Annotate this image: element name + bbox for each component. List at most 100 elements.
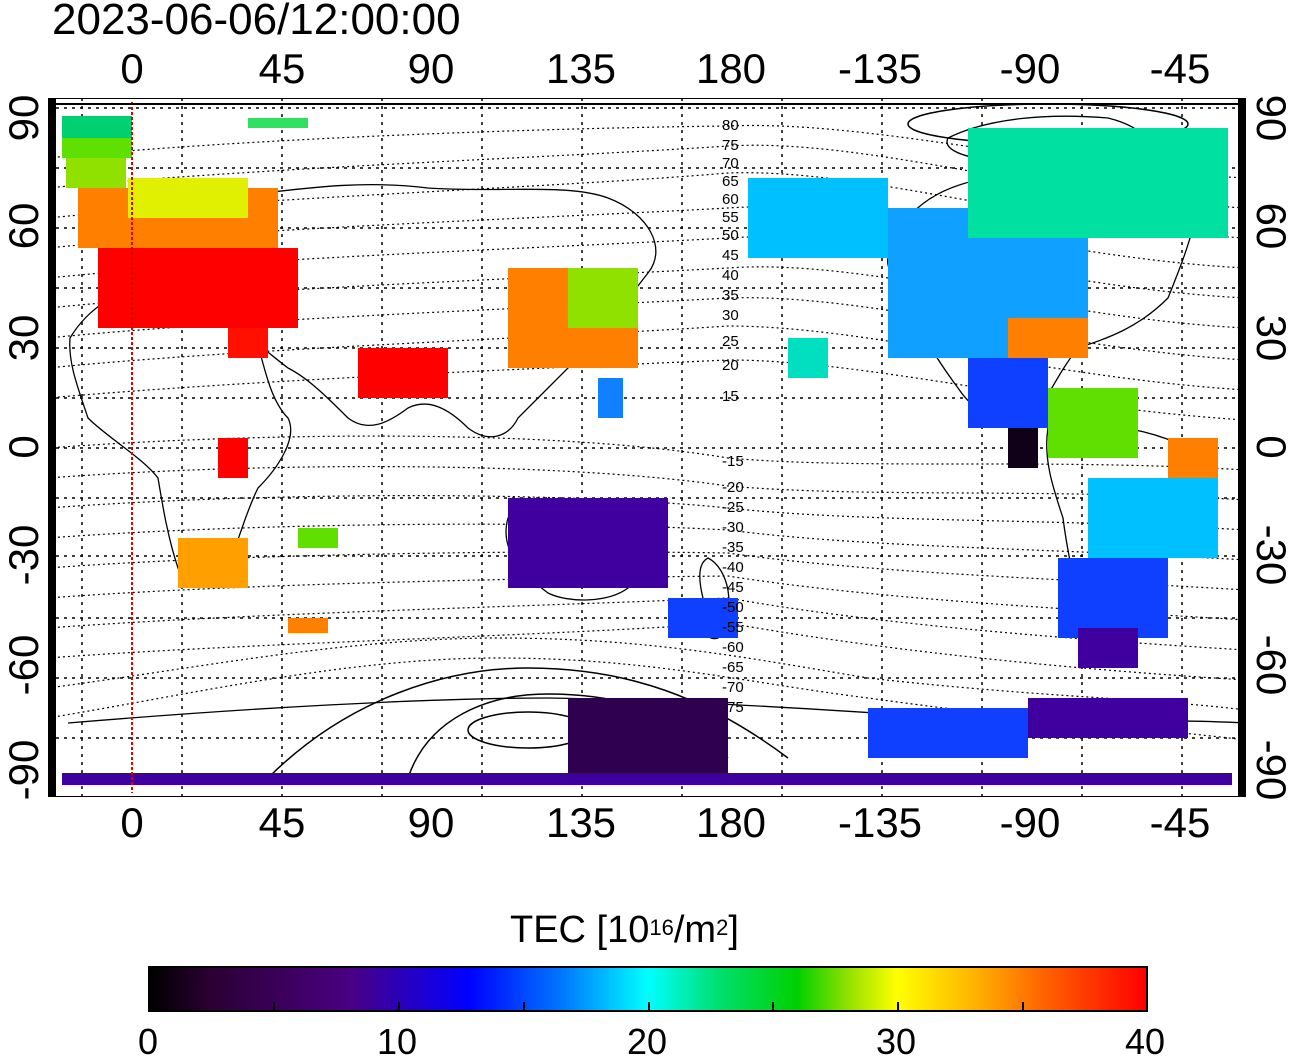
tec-patch xyxy=(358,348,448,398)
lat-tick-label: 60 xyxy=(0,202,47,250)
lat-tick-label: 0 xyxy=(0,435,47,459)
mlat-label: 70 xyxy=(722,155,739,172)
mlat-label: 35 xyxy=(722,287,739,304)
lon-tick-label: 45 xyxy=(258,45,306,92)
mlat-label: 15 xyxy=(722,388,739,405)
mlat-label: 30 xyxy=(722,307,739,324)
lat-tick-label: -60 xyxy=(1248,634,1294,696)
lon-tick-label: 180 xyxy=(695,799,767,846)
lat-tick-label: 60 xyxy=(1248,202,1294,250)
lat-tick-label: -90 xyxy=(0,739,47,801)
mlat-label: -35 xyxy=(722,539,744,556)
tec-patch xyxy=(218,438,248,478)
tec-patch xyxy=(1028,698,1188,738)
timestamp: 2023-06-06/12:00:00 xyxy=(52,0,461,44)
lon-tick-label: 180 xyxy=(695,45,767,92)
colorbar-tick-label: 40 xyxy=(1124,1021,1166,1062)
lon-tick-label: -90 xyxy=(999,45,1061,92)
tec-patch xyxy=(748,178,888,258)
tec-patch xyxy=(508,498,668,588)
tec-patch xyxy=(62,116,132,138)
tec-map: 80 75 70 65 60 55 50 45 40 35 30 25 20 1… xyxy=(48,98,1246,797)
lat-tick-label: 30 xyxy=(0,314,47,362)
mlat-label: 65 xyxy=(722,173,739,190)
lat-tick-label: -90 xyxy=(1248,739,1294,801)
mlat-label: 80 xyxy=(722,117,739,134)
tec-patch xyxy=(66,158,126,188)
mlat-label: -30 xyxy=(722,519,744,536)
mlat-label: -50 xyxy=(722,599,744,616)
colorbar-tick-label: 30 xyxy=(875,1021,917,1062)
lon-tick-label: 90 xyxy=(407,45,455,92)
tec-patch xyxy=(788,338,828,378)
mlat-label: 75 xyxy=(722,137,739,154)
mlat-label: -65 xyxy=(722,659,744,676)
tec-patch xyxy=(1008,428,1038,468)
tec-patch xyxy=(1088,478,1218,558)
colorbar-title: TEC [1016/m2] xyxy=(510,909,739,951)
lon-tick-label: 0 xyxy=(120,45,144,92)
tec-patch xyxy=(1058,558,1168,638)
lat-tick-label: 30 xyxy=(1248,314,1294,362)
mlat-label: -15 xyxy=(722,453,744,470)
mlat-label: -40 xyxy=(722,559,744,576)
tec-patch xyxy=(248,118,308,128)
lat-tick-label: 90 xyxy=(0,94,47,142)
lon-tick-label: -90 xyxy=(999,799,1061,846)
tec-patch xyxy=(1048,388,1138,458)
lat-tick-label: 90 xyxy=(1248,94,1294,142)
mlat-label: -25 xyxy=(722,499,744,516)
tec-patch xyxy=(568,698,728,778)
mlat-label: -60 xyxy=(722,639,744,656)
tec-patch xyxy=(62,773,1232,785)
lon-tick-label: -45 xyxy=(1149,45,1211,92)
lon-tick-label: 0 xyxy=(120,799,144,846)
colorbar-tick-label: 20 xyxy=(626,1021,668,1062)
tec-patch xyxy=(288,618,328,633)
lat-tick-label: -60 xyxy=(0,634,47,696)
tec-patch xyxy=(298,528,338,548)
mlat-label: 50 xyxy=(722,227,739,244)
tec-patch xyxy=(568,268,638,328)
tec-patch xyxy=(598,378,623,418)
tec-colorbar xyxy=(148,966,1148,1012)
lon-tick-label: 45 xyxy=(258,799,306,846)
lon-tick-label: 135 xyxy=(545,45,617,92)
mlat-label: 45 xyxy=(722,247,739,264)
lat-tick-label: -30 xyxy=(1248,524,1294,586)
tec-data-patches xyxy=(62,116,1232,785)
lat-tick-label: 0 xyxy=(1248,435,1294,459)
tec-patch xyxy=(1078,628,1138,668)
mlat-label: 20 xyxy=(722,357,739,374)
tec-patch xyxy=(62,138,132,158)
left-axis-bar xyxy=(48,98,56,797)
tec-patch xyxy=(668,598,738,638)
mlat-labels: 80 75 70 65 60 55 50 45 40 35 30 25 20 1… xyxy=(722,117,744,716)
tec-patch xyxy=(1008,318,1088,358)
tec-patch xyxy=(1168,438,1218,478)
mlat-label: -20 xyxy=(722,479,744,496)
tec-patch xyxy=(868,708,1028,758)
mlat-label: -70 xyxy=(722,679,744,696)
mlat-label: 40 xyxy=(722,267,739,284)
colorbar-tick-label: 0 xyxy=(137,1021,159,1062)
mlat-label: -75 xyxy=(722,699,744,716)
lon-tick-label: -135 xyxy=(837,45,923,92)
tec-patch xyxy=(98,248,298,328)
colorbar-tick-label: 10 xyxy=(376,1021,418,1062)
tec-patch xyxy=(178,538,248,588)
lon-tick-label: 135 xyxy=(545,799,617,846)
tec-patch xyxy=(228,328,268,358)
mlat-label: -55 xyxy=(722,619,744,636)
tec-patch xyxy=(968,128,1228,238)
lat-tick-label: -30 xyxy=(0,524,47,586)
lon-tick-label: 90 xyxy=(407,799,455,846)
tec-patch xyxy=(128,178,248,218)
tec-patch xyxy=(968,358,1048,428)
mlat-label: 60 xyxy=(722,191,739,208)
right-axis-bar xyxy=(1238,98,1246,797)
mlat-label: 25 xyxy=(722,333,739,350)
mlat-label: 55 xyxy=(722,209,739,226)
mlat-label: -45 xyxy=(722,579,744,596)
lon-tick-label: -135 xyxy=(837,799,923,846)
